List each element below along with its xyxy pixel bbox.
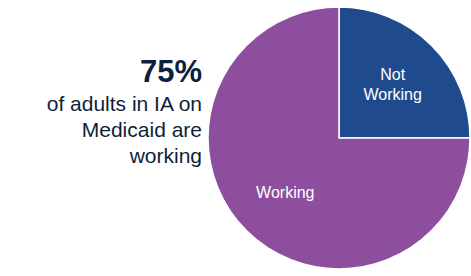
slice-label: Working	[256, 184, 314, 201]
pie-slice	[339, 7, 470, 138]
subtitle: of adults in IA on Medicaid are working	[47, 92, 202, 167]
chart: 75% of adults in IA on Medicaid are working…	[0, 0, 471, 276]
pie	[208, 7, 470, 269]
text-line: Working	[256, 184, 314, 201]
text-line: of adults in IA on	[47, 92, 202, 115]
text-line: Working	[364, 86, 422, 103]
headline: 75%	[140, 54, 202, 89]
text-line: Medicaid are	[82, 118, 202, 141]
slice-label: Not Working	[364, 66, 422, 103]
slice-labels: Not Working Working	[256, 66, 422, 200]
text-line: Not	[380, 66, 405, 83]
text-line: working	[129, 144, 202, 167]
pie-slice	[208, 7, 470, 269]
